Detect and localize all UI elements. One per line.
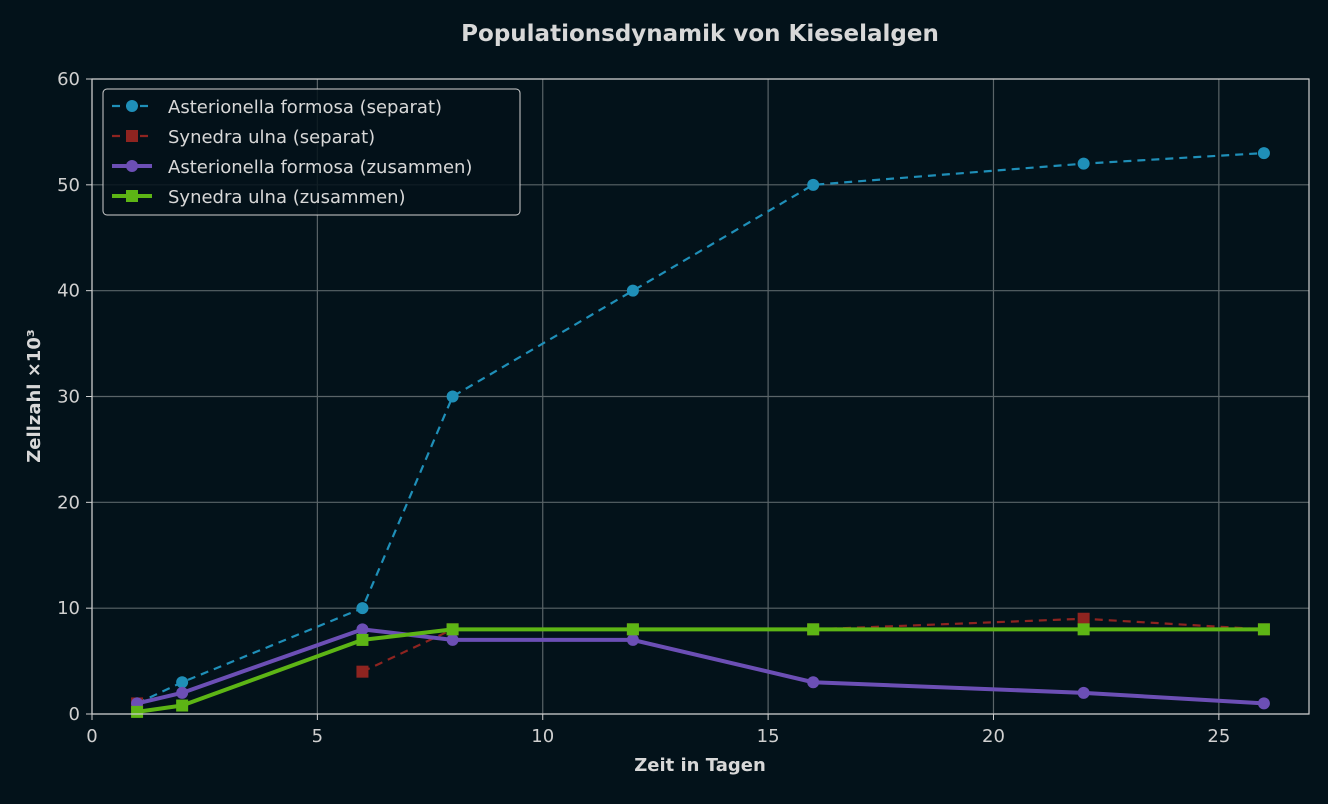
data-point [807,623,820,636]
y-tick-label: 10 [57,598,80,619]
data-point [1077,686,1090,699]
y-tick-label: 60 [57,69,80,90]
legend-label: Asterionella formosa (separat) [168,97,442,118]
data-point [176,686,189,699]
data-point [626,633,639,646]
series-line [136,151,1264,705]
legend-label: Synedra ulna (separat) [168,127,375,148]
x-tick-label: 25 [1207,726,1230,747]
y-tick-label: 20 [57,492,80,513]
data-point [1257,623,1270,636]
x-tick-label: 15 [757,726,780,747]
y-tick-label: 40 [57,281,80,302]
y-tick-label: 50 [57,175,80,196]
data-point [176,676,189,689]
x-axis-label: Zeit in Tagen [634,755,766,776]
data-point [626,284,639,297]
data-point [356,623,369,636]
y-axis-label: Zellzahl ×10³ [24,329,45,463]
data-point [1077,623,1090,636]
data-point [1077,157,1090,170]
data-point [807,676,820,689]
data-point [1077,612,1090,625]
legend-marker [126,190,138,202]
data-point [356,633,369,646]
data-point [446,390,459,403]
chart-title: Populationsdynamik von Kieselalgen [461,21,939,47]
series-3 [131,623,1270,718]
data-point [356,602,369,615]
legend-marker [126,160,138,172]
data-point [446,623,459,636]
series-line [136,627,1264,714]
data-point [807,178,820,191]
data-point [446,633,459,646]
series-layer [131,147,1270,718]
legend-label: Synedra ulna (zusammen) [168,187,406,208]
data-point [176,699,189,712]
data-point [356,665,369,678]
x-tick-label: 10 [531,726,554,747]
series-line [136,627,1265,706]
x-tick-label: 20 [982,726,1005,747]
data-point [1257,147,1270,160]
ticks: 0 5 10 15 20 25 0 10 20 30 40 50 60 [57,69,1230,747]
legend-box [102,88,521,216]
data-point [131,705,144,718]
data-point [1257,697,1270,710]
legend: Asterionella formosa (separat) Synedra ul… [102,88,521,216]
y-tick-label: 0 [69,704,80,725]
legend-label: Asterionella formosa (zusammen) [168,157,472,178]
legend-marker [126,130,138,142]
series-2 [131,623,1270,710]
y-tick-label: 30 [57,387,80,408]
data-point [626,623,639,636]
plot-frame [91,78,1310,715]
legend-marker [126,100,138,112]
x-tick-label: 5 [312,726,323,747]
x-tick-label: 0 [86,726,97,747]
